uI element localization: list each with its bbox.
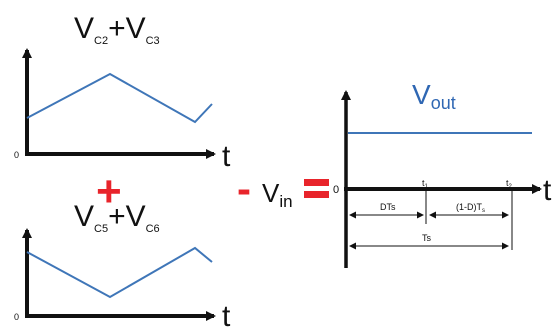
vout-label-sub: out	[431, 93, 456, 113]
one-minus-d-label-sub: s	[482, 208, 485, 214]
t2-label: t2	[506, 178, 513, 190]
top-plot-title-v1: V	[74, 12, 94, 45]
minus-operator: -	[237, 165, 251, 212]
equals-bar-bottom	[304, 191, 329, 198]
bottom-plot-triangle-waveform	[26, 246, 213, 299]
right-plot-t-label: t	[543, 174, 552, 207]
dts-label: DTs	[380, 202, 396, 212]
vin-label-v: V	[262, 178, 280, 208]
top-plot-origin-label: 0	[14, 150, 19, 160]
top-plot-title: VC2+VC3	[74, 12, 160, 47]
vin-label-sub: in	[279, 192, 292, 211]
one-minus-d-label-main: (1-D)T	[456, 202, 482, 212]
one-minus-d-label: (1-D)Ts	[456, 202, 485, 214]
bottom-plot-title-plus-v: +V	[108, 200, 146, 233]
equals-symbol-text: =	[305, 199, 306, 201]
equals-operator: =	[304, 179, 329, 201]
vout-label: Vout	[412, 79, 456, 113]
bottom-plot-title-v1: V	[74, 200, 94, 233]
top-plot-t-label: t	[222, 140, 231, 173]
vin-label: Vin	[262, 178, 293, 211]
bottom-plot-title-sub1: C5	[94, 223, 108, 235]
t1-label-sub: 1	[425, 184, 429, 190]
ts-label: Ts	[422, 233, 432, 243]
bottom-plot-title: VC5+VC6	[74, 200, 160, 235]
top-plot: VC2+VC3 0 t	[14, 12, 231, 173]
bottom-plot-title-sub2: C6	[146, 223, 160, 235]
top-plot-title-sub1: C2	[94, 35, 108, 47]
t1-label: t1	[422, 178, 429, 190]
bottom-plot: VC5+VC6 0 t	[14, 200, 231, 327]
equals-bar-top	[304, 179, 329, 186]
right-plot: Vout 0 t t1 t2 DTs (1-D)Ts Ts	[333, 79, 552, 268]
bottom-plot-t-label: t	[222, 300, 231, 327]
right-plot-origin-label: 0	[333, 184, 339, 196]
plus-operator: +	[96, 167, 122, 216]
bottom-plot-origin-label: 0	[14, 312, 19, 322]
t2-label-sub: 2	[509, 184, 513, 190]
top-plot-title-sub2: C3	[146, 35, 160, 47]
vout-label-v: V	[412, 79, 431, 110]
t2-label-t: t	[506, 178, 509, 188]
top-plot-triangle-waveform	[26, 72, 213, 124]
t1-label-t: t	[422, 178, 425, 188]
top-plot-title-plus-v: +V	[108, 12, 146, 45]
